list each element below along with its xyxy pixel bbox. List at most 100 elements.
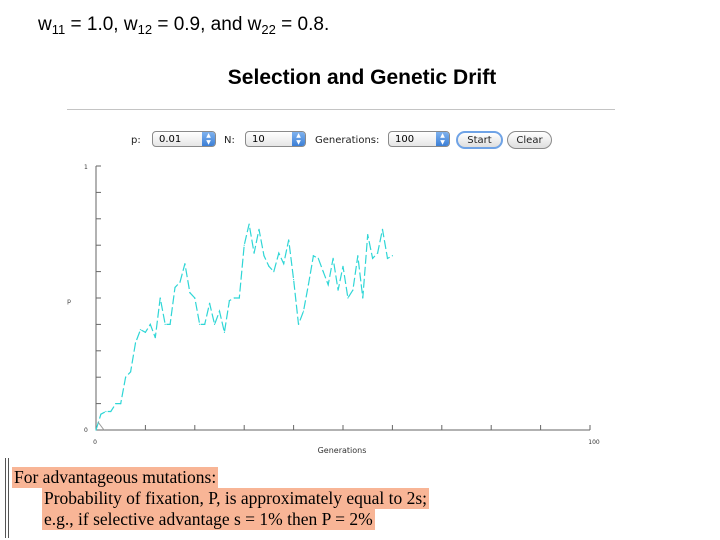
data-point	[362, 297, 364, 299]
data-point	[307, 284, 310, 286]
data-point	[179, 281, 181, 283]
data-point	[342, 265, 344, 267]
data-point	[386, 257, 389, 259]
simulation-controls: p: 0.01 ▲ ▼ N: 10 ▲ ▼ Generations: 100 ▲ ▼ …	[0, 131, 720, 151]
title-divider	[67, 109, 615, 110]
chart-axes	[95, 166, 590, 431]
data-point	[129, 371, 132, 373]
footer-line-1: For advantageous mutations:	[12, 467, 219, 488]
data-point	[199, 323, 201, 325]
data-point	[110, 410, 112, 413]
data-point	[263, 255, 265, 257]
data-point	[194, 297, 196, 299]
data-point	[228, 300, 230, 302]
data-point	[391, 255, 393, 257]
n-label: N:	[224, 135, 235, 146]
w11-symbol: w	[38, 14, 52, 35]
origin-marker	[97, 421, 105, 431]
data-point	[204, 323, 206, 325]
data-point	[184, 263, 186, 265]
data-point	[169, 323, 171, 325]
p-label: p:	[131, 135, 141, 146]
data-point	[367, 234, 369, 236]
select-arrows-icon: ▲ ▼	[292, 132, 305, 146]
data-point	[268, 265, 270, 267]
data-point	[105, 410, 107, 413]
w12-subscript: 12	[137, 22, 153, 37]
y-axis-label: p	[67, 298, 71, 305]
n-select-value: 10	[252, 134, 265, 145]
data-point	[337, 289, 339, 291]
y-tick-label-1: 1	[84, 164, 88, 171]
w22-value: = 0.8.	[275, 14, 330, 35]
data-point	[372, 257, 374, 259]
data-point	[149, 323, 151, 325]
data-point	[332, 257, 334, 259]
select-arrows-icon: ▲ ▼	[436, 132, 449, 146]
data-point	[327, 284, 329, 286]
data-point	[376, 252, 379, 254]
chart-ticks	[95, 165, 591, 431]
data-point	[248, 223, 250, 225]
data-point	[297, 323, 300, 325]
data-point	[238, 297, 240, 299]
data-point	[134, 342, 137, 344]
x-axis-label: Generations	[318, 446, 367, 455]
data-point	[317, 257, 319, 259]
w22-symbol: w	[247, 14, 262, 35]
n-select[interactable]: 10 ▲ ▼	[245, 131, 306, 147]
data-point	[233, 297, 235, 299]
data-point	[189, 292, 191, 294]
data-point	[357, 255, 359, 257]
x-tick-label-0: 0	[93, 439, 97, 446]
data-point	[288, 239, 290, 241]
clear-button[interactable]: Clear	[507, 131, 552, 149]
data-point	[278, 252, 280, 254]
data-point	[159, 297, 161, 299]
w12-symbol: w	[123, 14, 138, 35]
series-line-0	[95, 223, 393, 431]
w12-value: = 0.9, and	[152, 14, 248, 35]
data-point	[381, 228, 384, 230]
w11-value: = 1.0,	[65, 14, 124, 35]
generations-select[interactable]: 100 ▲ ▼	[388, 131, 450, 147]
data-point	[144, 331, 146, 333]
select-arrows-icon: ▲ ▼	[202, 132, 215, 146]
data-point	[223, 331, 226, 333]
w11-subscript: 11	[51, 22, 66, 37]
data-point	[253, 252, 255, 254]
footer-line-3: e.g., if selective advantage s = 1% then…	[42, 509, 375, 530]
footer-notes: For advantageous mutations: Probability …	[12, 467, 430, 530]
p-select[interactable]: 0.01 ▲ ▼	[152, 131, 216, 147]
data-point	[347, 297, 349, 299]
data-point	[283, 263, 285, 265]
data-point	[125, 376, 127, 378]
data-point	[174, 286, 176, 289]
data-point	[243, 244, 245, 246]
data-point	[293, 278, 295, 281]
data-point	[115, 403, 117, 405]
data-point	[322, 271, 324, 273]
data-point	[154, 337, 156, 339]
data-point	[312, 255, 314, 257]
headline-fitness-values: w11 = 1.0, w12 = 0.9, and w22 = 0.8.	[38, 14, 329, 37]
x-tick-label-100: 100	[588, 439, 600, 446]
y-tick-label-0: 0	[84, 427, 88, 434]
data-point	[302, 310, 305, 312]
data-point	[209, 302, 211, 304]
data-point	[100, 413, 102, 415]
data-point	[213, 323, 216, 325]
generations-label: Generations:	[315, 135, 380, 146]
data-point	[95, 429, 97, 431]
data-point	[120, 403, 122, 405]
page-title: Selection and Genetic Drift	[227, 66, 497, 89]
footer-line-2: Probability of fixation, P, is approxima…	[42, 488, 430, 509]
data-point	[352, 289, 354, 291]
start-button[interactable]: Start	[456, 131, 503, 149]
generations-select-value: 100	[395, 134, 415, 145]
data-point	[273, 271, 275, 273]
chart-series	[95, 223, 393, 431]
left-margin-bar	[5, 458, 9, 538]
data-point	[258, 228, 260, 230]
